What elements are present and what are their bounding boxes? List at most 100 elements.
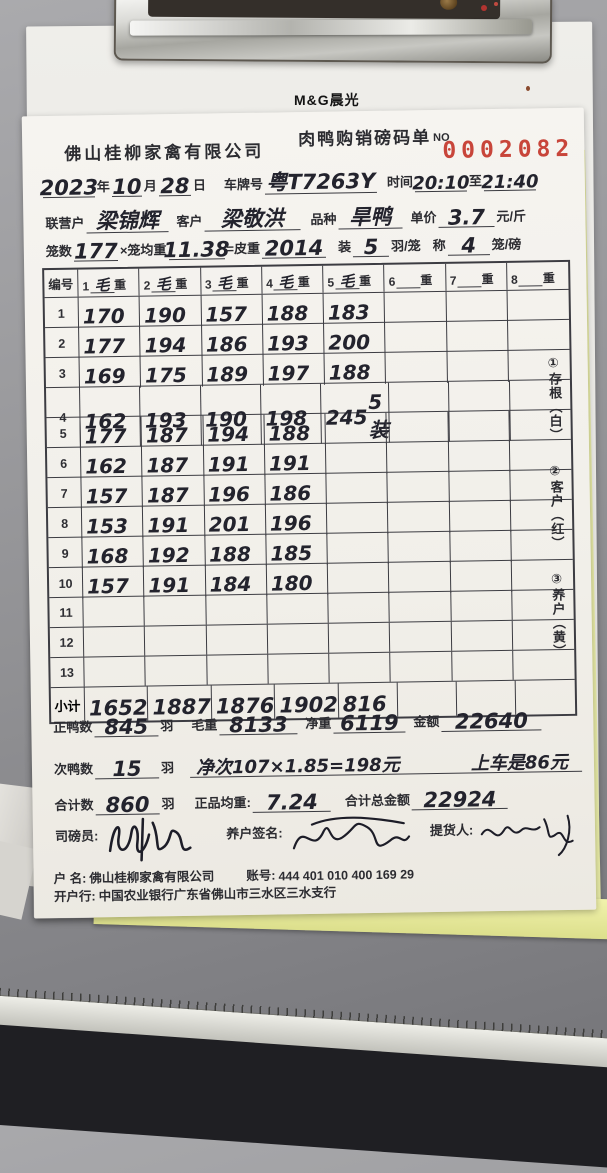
weight-cell: 184 <box>205 564 268 597</box>
weight-cell: 188 <box>324 352 387 385</box>
weight-cell: 201 <box>204 504 267 537</box>
gross-weight: 8133 <box>228 712 288 738</box>
row-number: 8 <box>47 507 83 540</box>
weight-cell: 169 <box>79 356 142 389</box>
weight-cell: 192 <box>143 535 206 568</box>
weight-cell <box>267 623 330 654</box>
weight-cell <box>327 562 390 595</box>
weight-cell <box>325 442 388 475</box>
clip-lever-bar <box>129 19 533 36</box>
load-value: 5 <box>363 234 379 260</box>
weight-cell: 191 <box>144 565 206 598</box>
weight-cell <box>83 596 145 627</box>
bank-branch: 中国农业银行广东省佛山市三水区三水支行 <box>98 885 337 904</box>
red-mark <box>494 2 498 6</box>
weight-cell <box>449 500 512 533</box>
party-row: 联营户 梁锦辉 客户 梁敬洪 品种 旱鸭 单价 3.7 元/斤 <box>43 198 573 234</box>
weight-cell: 187 <box>142 445 204 478</box>
weight-cell: 157 <box>82 566 145 599</box>
weight-cell: 188 <box>262 293 325 326</box>
weight-cell <box>328 622 391 653</box>
weight-cell <box>206 654 269 685</box>
weight-cell: 197 <box>263 353 325 386</box>
avg-weight: 11.38 <box>163 237 230 263</box>
weight-cell: 187 <box>142 475 205 508</box>
document-title: 肉鸭购销磅码单 NO <box>297 128 450 150</box>
weight-cell: 188 <box>264 413 326 446</box>
weighing-slip: 佛山桂柳家禽有限公司 肉鸭购销磅码单 NO 0002082 2023 年 10 月… <box>21 107 597 919</box>
weight-cell: 177 <box>80 416 143 449</box>
weight-cell: 177 <box>79 326 141 359</box>
weight-cell <box>450 590 513 621</box>
serial-number: 0002082 <box>442 135 575 164</box>
date-row: 2023 年 10 月 28 日 车牌号 粤T7263Y 时间 20:10 至 … <box>39 162 573 200</box>
weight-cell <box>384 291 447 324</box>
weight-cell: 157 <box>81 476 144 509</box>
rust-speck <box>526 86 530 91</box>
weight-cell <box>451 650 514 681</box>
weight-cell <box>84 656 146 687</box>
weight-cell <box>389 561 451 594</box>
cage-row: 笼数 177 ×笼均重 11.38 =皮重 2014 装 5 羽/笼 称 4 笼… <box>45 233 522 264</box>
weight-cell: 191 <box>203 444 266 477</box>
weight-cell: 183 <box>323 292 386 325</box>
weight-cell: 162 <box>80 446 143 479</box>
weight-cell <box>205 594 268 625</box>
weight-cell <box>508 320 570 352</box>
row-number: 5 <box>46 417 81 450</box>
weight-cell: 190 <box>139 295 202 328</box>
weight-cell: 194 <box>202 414 265 447</box>
red-mark <box>481 5 487 11</box>
weight-cell <box>145 625 207 656</box>
weight-cell: 185 <box>266 533 328 566</box>
weight-cell: 193 <box>262 323 325 356</box>
weight-cell <box>449 530 512 563</box>
weight-cell <box>448 470 511 503</box>
weight-cell <box>326 472 389 505</box>
weight-cell <box>206 624 268 655</box>
good-count: 845 <box>104 714 149 740</box>
weight-cell <box>83 626 146 657</box>
time-label: 时间 <box>386 174 414 190</box>
row-number: 10 <box>48 567 84 600</box>
weight-cell: 153 <box>81 506 144 539</box>
weight-cell <box>450 560 513 593</box>
cage-count: 177 <box>73 238 118 264</box>
cull-note: 净次107×1.85=198元 <box>195 754 400 779</box>
weight-cell <box>388 501 450 534</box>
photo-of-weighing-slip: { "brand": { "text": "M&G晨光" }, "header"… <box>0 0 607 1080</box>
cull-count: 15 <box>112 756 142 782</box>
weight-cell <box>386 411 449 444</box>
weight-cell: 196 <box>265 503 328 536</box>
weight-cell <box>389 591 452 622</box>
net-weight: 6119 <box>339 710 399 736</box>
clipboard-brand-logo: M&G晨光 <box>294 92 360 108</box>
weight-cell <box>326 502 389 535</box>
plate-value: 粤T7263Y <box>266 168 376 195</box>
weight-cell <box>447 410 510 443</box>
weight-cell: 175 <box>140 355 203 388</box>
row-number: 2 <box>45 327 80 360</box>
weight-cell <box>446 350 509 383</box>
plate-label: 车牌号 <box>223 176 264 193</box>
weight-cell: 194 <box>140 325 203 358</box>
weight-cell: 187 <box>141 415 204 448</box>
weight-cell <box>446 290 508 323</box>
weight-cell: 157 <box>201 294 263 327</box>
weight-cell <box>327 532 390 565</box>
weight-cell: 186 <box>265 473 327 506</box>
weigher-signature <box>109 817 192 862</box>
weight-cell: 188 <box>204 534 267 567</box>
row-number: 6 <box>46 447 82 480</box>
row-number: 11 <box>49 597 84 628</box>
weight-cell <box>385 351 448 384</box>
weight-cell: 196 <box>203 474 266 507</box>
weight-cell <box>267 653 330 684</box>
weight-cell <box>329 652 391 683</box>
customer-value: 梁敬洪 <box>220 206 285 232</box>
